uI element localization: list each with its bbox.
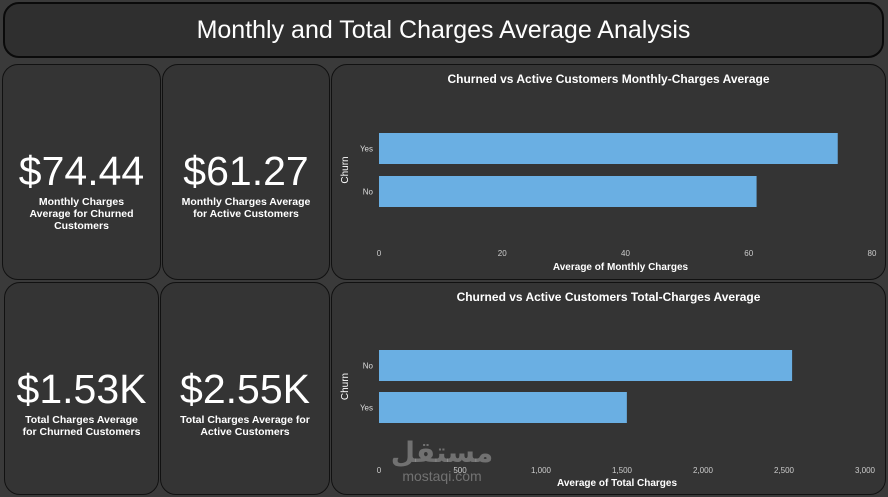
x-tick-label: 1,000 — [531, 466, 552, 475]
category-label: Yes — [360, 145, 373, 154]
x-tick-label: 80 — [868, 249, 877, 258]
category-label: No — [363, 362, 374, 371]
bar — [379, 392, 627, 423]
monthly-charges-chart: Yes No 0 20 40 60 80 Average of Monthly Charges… — [340, 133, 877, 273]
kpi-label: Total Charges Average for Churned Custom… — [22, 414, 141, 438]
kpi-label: Total Charges Average for Active Custome… — [180, 414, 310, 438]
kpi-label: Monthly Charges Average for Churned Cust… — [29, 196, 134, 232]
bar — [379, 133, 838, 164]
watermark-latin: mostaqi.com — [402, 468, 482, 484]
x-axis-label: Average of Total Charges — [557, 478, 677, 489]
watermark-logo: مستقل mostaqi.com — [383, 437, 501, 489]
kpi-label: Monthly Charges Average for Active Custo… — [181, 196, 311, 220]
watermark-arabic: مستقل — [390, 436, 494, 469]
x-tick-label: 20 — [498, 249, 507, 258]
total-charges-chart-card: Churned vs Active Customers Total-Charge… — [331, 282, 886, 495]
x-tick-label: 60 — [744, 249, 753, 258]
x-tick-label: 0 — [377, 466, 382, 475]
kpi-value: $61.27 — [183, 148, 309, 194]
x-tick-label: 500 — [453, 466, 467, 475]
kpi-card-monthly-churned: $74.44 Monthly Charges Average for Churn… — [2, 64, 161, 280]
chart-title: Churned vs Active Customers Monthly-Char… — [447, 72, 770, 86]
kpi-value: $74.44 — [18, 148, 145, 194]
x-tick-label: 1,500 — [612, 466, 633, 475]
category-label: Yes — [360, 404, 373, 413]
y-axis-label: Churn — [340, 373, 351, 400]
kpi-value: $2.55K — [180, 366, 310, 412]
x-tick-label: 3,000 — [855, 466, 876, 475]
bar — [379, 350, 793, 381]
category-label: No — [363, 188, 374, 197]
x-tick-label: 0 — [377, 249, 382, 258]
x-tick-label: 2,500 — [774, 466, 795, 475]
kpi-value: $1.53K — [16, 366, 147, 412]
kpi-card-total-active: $2.55K Total Charges Average for Active … — [160, 282, 330, 495]
dashboard-title-bar: Monthly and Total Charges Average Analys… — [3, 2, 884, 58]
x-tick-label: 2,000 — [693, 466, 714, 475]
kpi-card-total-churned: $1.53K Total Charges Average for Churned… — [4, 282, 159, 495]
x-tick-label: 40 — [621, 249, 630, 258]
kpi-card-monthly-active: $61.27 Monthly Charges Average for Activ… — [162, 64, 330, 280]
dashboard-title: Monthly and Total Charges Average Analys… — [196, 15, 691, 44]
y-axis-label: Churn — [340, 156, 351, 183]
bar — [379, 176, 757, 207]
monthly-charges-chart-card: Churned vs Active Customers Monthly-Char… — [331, 64, 886, 280]
x-axis-label: Average of Monthly Charges — [553, 262, 689, 273]
total-charges-chart: No Yes 0 500 1,000 1,500 2,000 2,500 3,000 Averag… — [340, 350, 876, 489]
chart-title: Churned vs Active Customers Total-Charge… — [456, 290, 761, 304]
